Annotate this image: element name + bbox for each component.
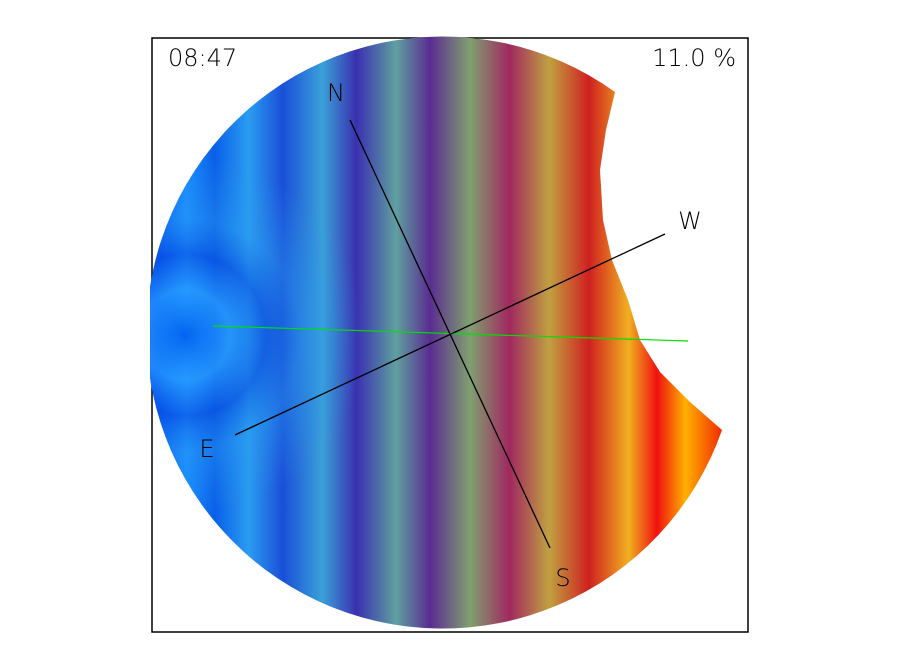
east-west-axis	[234, 233, 666, 436]
color-rings	[150, 36, 450, 629]
east-label: E	[199, 435, 214, 463]
west-label: W	[678, 207, 702, 235]
time-label: 08:47	[168, 44, 237, 72]
south-label: S	[555, 564, 570, 592]
north-label: N	[327, 79, 345, 107]
coverage-label: 11.0 %	[652, 44, 736, 72]
horizon-line	[212, 325, 689, 342]
